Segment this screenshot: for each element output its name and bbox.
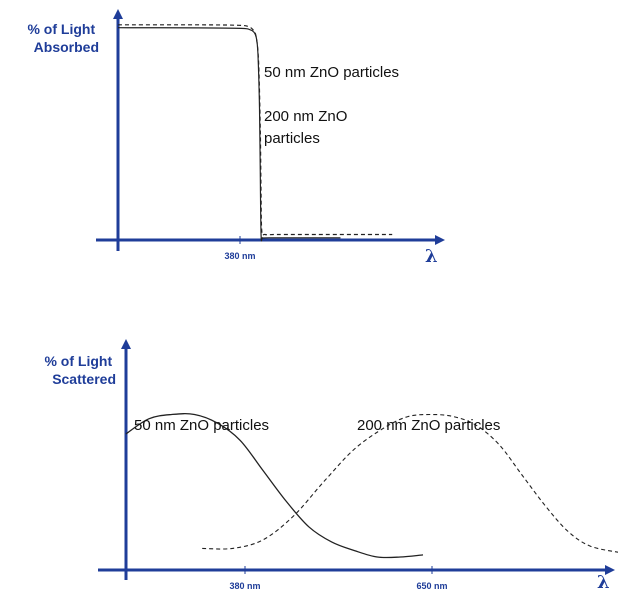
- absorption-ylabel-line1: % of Light: [27, 21, 95, 37]
- scattering-label-50nm: 50 nm ZnO particles: [134, 417, 269, 434]
- absorption-ylabel: % of Light Absorbed: [27, 21, 99, 55]
- scattering-chart: % of Light Scattered λ 380 nm 650 nm 50 …: [44, 339, 618, 591]
- absorption-chart: % of Light Absorbed λ 380 nm 50 nm ZnO p…: [27, 9, 445, 267]
- scattering-ylabel: % of Light Scattered: [44, 353, 116, 387]
- scattering-series-200nm: [202, 413, 618, 553]
- scattering-xlabel: λ: [597, 572, 610, 591]
- scattering-ylabel-line1: % of Light: [44, 353, 112, 369]
- absorption-label-200nm: 200 nm ZnO particles: [264, 108, 352, 147]
- absorption-label-200nm-line1: 200 nm ZnO: [264, 108, 347, 125]
- scattering-ylabel-line2: Scattered: [52, 371, 116, 387]
- absorption-label-50nm: 50 nm ZnO particles: [264, 64, 399, 81]
- absorption-series-200nm: [118, 24, 393, 236]
- absorption-ylabel-line2: Absorbed: [34, 39, 99, 55]
- absorption-label-200nm-line2: particles: [264, 130, 320, 147]
- scattering-label-200nm: 200 nm ZnO particles: [357, 417, 500, 434]
- scattering-series-50nm: [125, 413, 424, 559]
- scattering-tick-label-380: 380 nm: [229, 581, 260, 591]
- absorption-tick-label-380: 380 nm: [224, 251, 255, 261]
- absorption-xlabel: λ: [425, 246, 438, 267]
- scattering-tick-label-650: 650 nm: [416, 581, 447, 591]
